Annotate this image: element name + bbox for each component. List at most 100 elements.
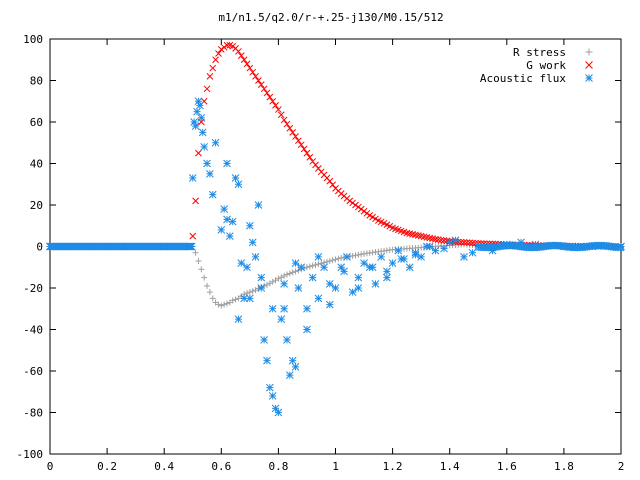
data-point <box>224 300 231 307</box>
data-point <box>257 81 265 89</box>
y-tick-label: 80 <box>30 75 43 88</box>
data-point <box>206 289 213 296</box>
data-point <box>272 277 279 284</box>
data-point <box>251 253 260 261</box>
y-tick-label: 0 <box>36 241 43 254</box>
data-point <box>340 267 348 276</box>
data-point <box>257 284 266 292</box>
data-point <box>187 242 196 251</box>
data-point <box>209 64 217 72</box>
y-tick-label: 40 <box>30 158 43 171</box>
x-tick-label: 0.4 <box>154 460 174 473</box>
data-point <box>360 207 368 215</box>
data-point <box>432 235 439 243</box>
data-point <box>346 197 354 205</box>
data-point <box>306 153 314 161</box>
data-point <box>354 273 363 282</box>
data-point <box>231 174 240 182</box>
x-tick-label: 1.6 <box>497 460 517 473</box>
data-point <box>337 263 346 272</box>
data-point <box>263 356 271 365</box>
data-point <box>245 221 254 230</box>
data-point <box>463 239 471 246</box>
data-point <box>297 263 306 272</box>
data-point <box>312 261 319 268</box>
data-point <box>318 260 325 267</box>
data-point <box>286 124 294 132</box>
legend-label: R stress <box>513 46 566 59</box>
data-point <box>277 111 285 119</box>
data-point <box>283 120 291 128</box>
data-point <box>260 85 268 93</box>
data-point <box>266 280 273 287</box>
data-point <box>616 243 625 252</box>
x-tick-label: 1.8 <box>554 460 574 473</box>
legend-marker <box>585 74 593 82</box>
data-point <box>220 205 229 214</box>
data-point <box>255 77 262 84</box>
data-point <box>206 170 214 178</box>
data-point <box>292 268 299 275</box>
data-point <box>211 138 220 147</box>
data-point <box>388 259 397 267</box>
data-point <box>192 197 199 205</box>
y-tick-label: 20 <box>30 199 43 212</box>
data-point <box>203 85 211 93</box>
data-point <box>300 145 308 153</box>
data-point <box>469 239 476 247</box>
data-point <box>195 149 202 157</box>
data-point <box>354 203 362 211</box>
data-point <box>343 253 351 261</box>
data-point <box>397 255 406 263</box>
data-point <box>308 273 317 282</box>
data-point <box>383 273 391 282</box>
data-point <box>440 237 448 244</box>
data-point <box>377 253 386 261</box>
data-point <box>252 72 259 80</box>
data-point <box>226 232 234 240</box>
data-point <box>285 371 294 380</box>
data-point <box>329 181 336 189</box>
y-tick-label: -40 <box>23 324 43 337</box>
data-point <box>197 113 206 122</box>
data-point <box>292 133 299 140</box>
data-point <box>280 279 288 288</box>
data-point <box>237 259 246 267</box>
data-point <box>232 296 239 303</box>
x-tick-label: 0 <box>47 460 54 473</box>
data-point <box>314 253 323 261</box>
data-point <box>215 301 222 308</box>
y-tick-label: -100 <box>17 448 44 461</box>
data-point <box>195 258 202 265</box>
data-point <box>297 141 305 149</box>
data-point <box>394 246 403 255</box>
data-point <box>272 102 279 109</box>
data-point <box>201 274 208 281</box>
data-point <box>217 226 226 234</box>
data-point <box>229 297 236 304</box>
data-point <box>355 251 362 258</box>
data-point <box>245 294 254 303</box>
data-point <box>246 64 254 72</box>
data-point <box>274 408 283 417</box>
legend-label: Acoustic flux <box>480 72 566 85</box>
data-point <box>271 404 280 413</box>
data-point <box>411 250 420 259</box>
data-point <box>329 257 336 264</box>
data-point <box>275 106 282 113</box>
data-point <box>246 289 253 296</box>
y-tick-label: 60 <box>30 116 43 129</box>
data-point <box>352 252 359 259</box>
data-point <box>320 263 328 272</box>
data-point <box>218 302 225 309</box>
data-point <box>349 252 356 259</box>
data-point <box>280 304 288 313</box>
data-point <box>360 259 368 267</box>
data-point <box>288 356 297 365</box>
data-point <box>348 288 357 297</box>
x-tick-label: 1.4 <box>440 460 460 473</box>
data-point <box>268 392 277 400</box>
data-point <box>191 122 200 131</box>
legend-marker <box>585 48 593 56</box>
